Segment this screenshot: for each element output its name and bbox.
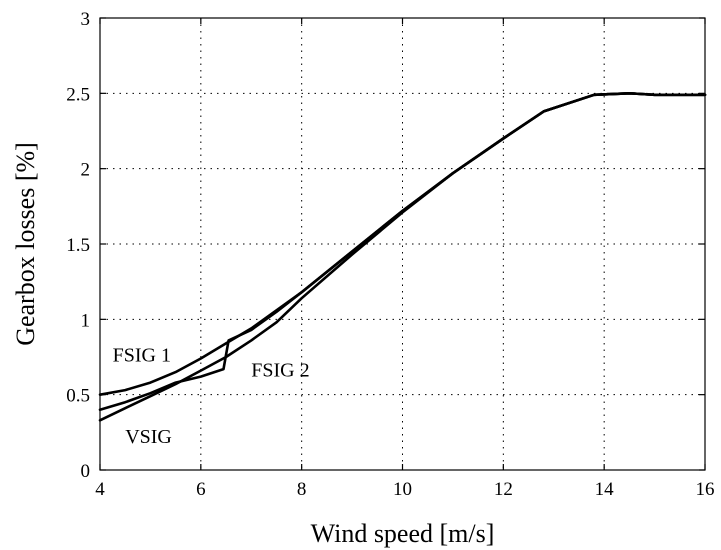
grid-layer bbox=[100, 18, 705, 470]
series-line-vsig bbox=[98, 92, 707, 422]
x-axis-title: Wind speed [m/s] bbox=[311, 519, 495, 548]
series-layer bbox=[98, 92, 707, 422]
annotation-layer: FSIG 1 FSIG 2 VSIG bbox=[113, 345, 310, 448]
y-tick-label: 1.5 bbox=[66, 235, 90, 256]
tick-layer: 4 6 8 10 12 14 16 0 0.5 1 1.5 2 2.5 3 bbox=[66, 9, 714, 500]
x-tick-label: 16 bbox=[696, 479, 715, 500]
y-tick-label: 2.5 bbox=[66, 84, 90, 105]
annotation-fsig-1: FSIG 1 bbox=[113, 345, 171, 367]
annotation-fsig-2: FSIG 2 bbox=[251, 360, 309, 382]
x-tick-label: 8 bbox=[297, 479, 307, 500]
x-tick-label: 10 bbox=[393, 479, 412, 500]
x-tick-label: 12 bbox=[494, 479, 513, 500]
y-axis-title: Gearbox losses [%] bbox=[11, 142, 40, 346]
y-tick-label: 1 bbox=[81, 310, 91, 331]
y-tick-label: 0.5 bbox=[66, 386, 90, 407]
x-tick-label: 4 bbox=[95, 479, 105, 500]
annotation-vsig: VSIG bbox=[125, 426, 172, 448]
y-tick-label: 0 bbox=[81, 461, 91, 482]
x-tick-label: 6 bbox=[196, 479, 206, 500]
x-tick-label: 14 bbox=[595, 479, 615, 500]
y-tick-label: 2 bbox=[81, 160, 91, 181]
y-tick-label: 3 bbox=[81, 9, 91, 30]
series-line-fsig-2 bbox=[98, 92, 707, 412]
